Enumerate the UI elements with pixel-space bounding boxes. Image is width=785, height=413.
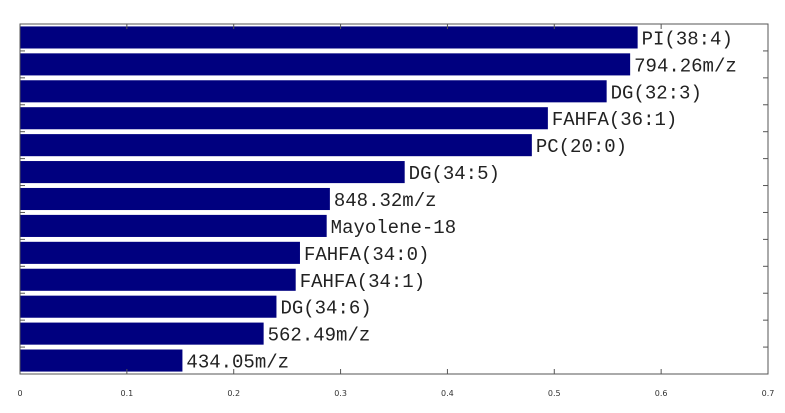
bar-label: DG(34:6) [280, 298, 371, 320]
bar [20, 322, 264, 345]
axes-layer: 0 0.1 0.2 0.3 0.4 0.5 0.6 0.7 [17, 23, 775, 398]
bar [20, 349, 183, 372]
x-tick-label: 0.5 [548, 389, 561, 398]
bars-layer [20, 26, 638, 372]
bar [20, 161, 405, 184]
bar [20, 107, 548, 130]
bar-label: DG(34:5) [409, 163, 500, 185]
bar-label: FAHFA(34:0) [304, 244, 429, 266]
x-tick-label: 0.3 [334, 389, 347, 398]
bar [20, 268, 296, 291]
bar-label: DG(32:3) [611, 82, 702, 104]
bar [20, 214, 327, 237]
x-tick-label: 0.4 [441, 389, 454, 398]
x-tick-label: 0.6 [655, 389, 668, 398]
bar-label: Mayolene-18 [331, 217, 456, 239]
bar-label: 562.49m/z [268, 325, 371, 347]
x-tick-label: 0.1 [120, 389, 133, 398]
bar [20, 80, 607, 103]
bar-label: 434.05m/z [186, 352, 289, 374]
bar [20, 241, 300, 264]
bar [20, 187, 330, 211]
bar-label: 794.26m/z [634, 55, 737, 77]
bar-label: PC(20:0) [536, 136, 627, 158]
bar [20, 134, 532, 157]
bar-label: FAHFA(36:1) [552, 109, 677, 131]
bar-label: 848.32m/z [334, 190, 437, 212]
x-tick-label: 0.2 [227, 389, 240, 398]
bar [20, 295, 277, 318]
x-tick-label: 0.7 [762, 389, 775, 398]
bar-labels-layer: PI(38:4) 794.26m/z DG(32:3) FAHFA(36:1) PC(2… [186, 28, 736, 373]
x-tick-label: 0 [17, 389, 22, 398]
bar [20, 53, 631, 76]
bar [20, 26, 638, 49]
bar-label: FAHFA(34:1) [300, 271, 425, 293]
bar-label: PI(38:4) [642, 28, 733, 50]
plot-frame [19, 23, 769, 375]
